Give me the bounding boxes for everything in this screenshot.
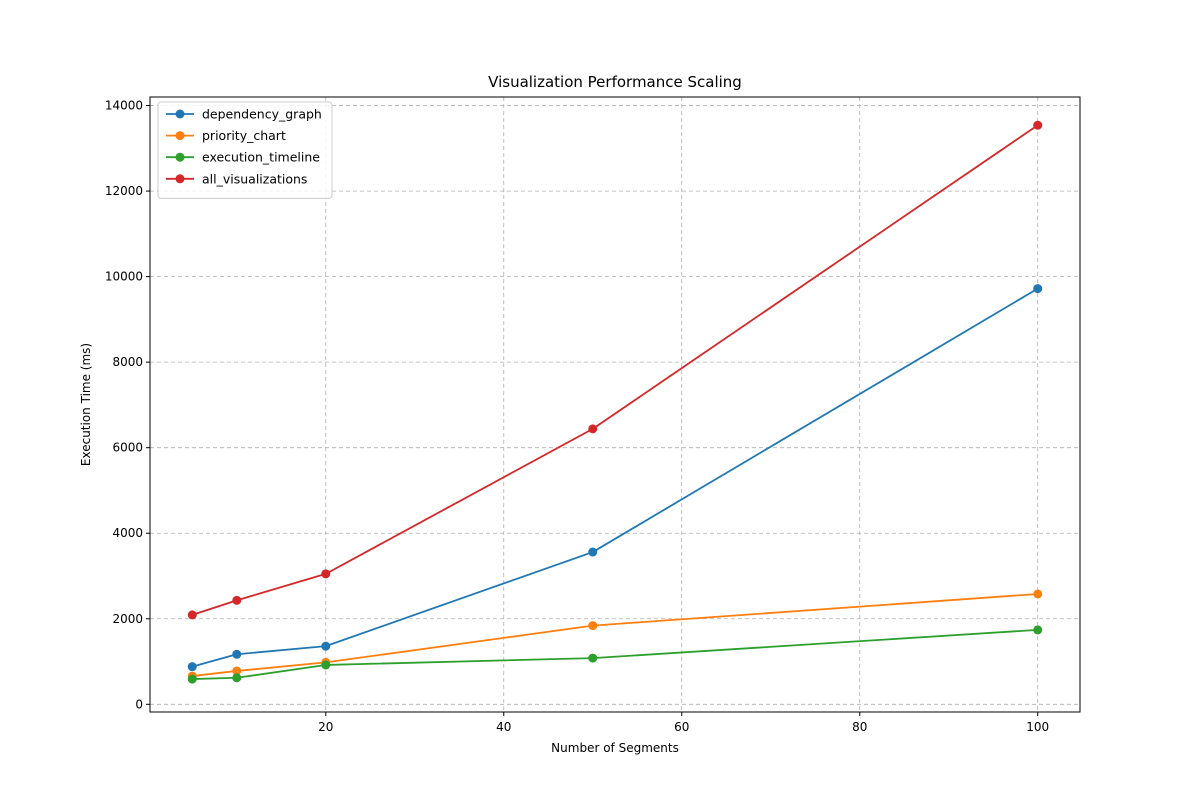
data-point <box>232 673 242 683</box>
legend-label: execution_timeline <box>202 150 320 165</box>
legend-swatch-marker <box>175 174 185 184</box>
y-tick-label: 4000 <box>112 526 143 540</box>
y-tick-label: 6000 <box>112 441 143 455</box>
data-point <box>232 649 242 659</box>
y-tick-label: 2000 <box>112 612 143 626</box>
y-axis-title: Execution Time (ms) <box>79 343 93 466</box>
data-point <box>321 569 331 579</box>
x-tick-label: 60 <box>674 720 689 734</box>
data-point <box>187 610 197 620</box>
legend-item: dependency_graph <box>166 107 322 122</box>
series-execution_timeline <box>187 625 1043 684</box>
legend-item: all_visualizations <box>166 171 307 186</box>
legend-item: priority_chart <box>166 128 286 143</box>
y-tick-label: 10000 <box>105 270 143 284</box>
data-point <box>588 621 598 631</box>
chart-title: Visualization Performance Scaling <box>488 73 742 91</box>
data-series <box>187 120 1043 684</box>
axis-ticks: 20 40 60 80 100 0 2000 4000 6000 8000 10000 12000 14… <box>105 99 1049 734</box>
data-point <box>588 424 598 434</box>
plot-area-frame <box>149 96 1081 713</box>
data-point <box>232 595 242 605</box>
x-axis-title: Number of Segments <box>551 741 679 755</box>
x-tick-label: 80 <box>852 720 867 734</box>
legend-label: all_visualizations <box>202 171 307 186</box>
data-point <box>321 641 331 651</box>
data-point <box>187 662 197 672</box>
y-tick-label: 0 <box>135 697 143 711</box>
series-dependency_graph <box>187 284 1043 672</box>
data-point <box>187 674 197 684</box>
data-point <box>1033 589 1043 599</box>
y-tick-label: 14000 <box>105 99 143 113</box>
y-tick-label: 8000 <box>112 355 143 369</box>
data-point <box>588 547 598 557</box>
data-point <box>1033 625 1043 635</box>
y-tick-label: 12000 <box>105 184 143 198</box>
legend: dependency_graph priority_chart execution_… <box>157 101 333 199</box>
legend-box <box>157 101 333 199</box>
data-point <box>1033 120 1043 130</box>
legend-swatch-marker <box>175 131 185 141</box>
legend-swatch-marker <box>175 152 185 162</box>
legend-item: execution_timeline <box>166 150 320 165</box>
series-all_visualizations <box>187 120 1043 620</box>
legend-label: priority_chart <box>202 128 286 143</box>
legend-label: dependency_graph <box>202 107 322 122</box>
data-point <box>321 660 331 670</box>
x-tick-label: 100 <box>1026 720 1049 734</box>
x-tick-label: 40 <box>496 720 511 734</box>
x-tick-label: 20 <box>318 720 333 734</box>
data-point <box>588 653 598 663</box>
data-point <box>232 666 242 676</box>
legend-swatch-marker <box>175 109 185 119</box>
data-point <box>1033 284 1043 294</box>
